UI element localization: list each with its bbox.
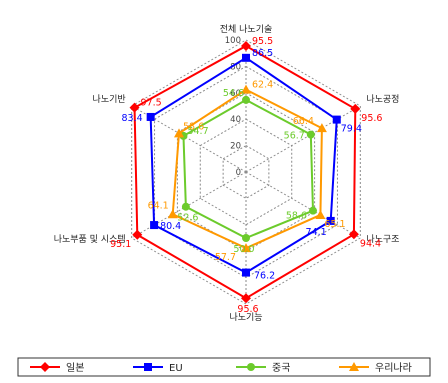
- legend: 일본 EU 중국 우리나라: [17, 357, 431, 377]
- value-label: 66.4: [293, 116, 314, 127]
- r-tick-label: 0: [236, 168, 241, 178]
- data-point: [241, 40, 251, 51]
- data-point: [308, 206, 317, 215]
- axis-title: 나노공정: [366, 94, 399, 105]
- value-label: 52.6: [177, 213, 198, 224]
- data-point: [247, 363, 255, 371]
- axis-title: 나노기능: [229, 312, 262, 323]
- legend-label: 일본: [66, 362, 84, 374]
- legend-label: EU: [169, 363, 183, 374]
- value-label: 64.1: [148, 200, 169, 211]
- legend-item-중국: 중국: [236, 362, 290, 374]
- data-point: [167, 209, 178, 219]
- data-point: [40, 362, 50, 372]
- data-point: [348, 229, 359, 240]
- legend-label: 우리나라: [375, 362, 412, 374]
- data-point: [181, 202, 190, 211]
- data-point: [350, 103, 361, 114]
- value-label: 95.6: [237, 304, 258, 315]
- value-label: 80.4: [160, 221, 181, 232]
- value-label: 97.5: [141, 98, 162, 109]
- data-point: [241, 243, 251, 253]
- data-point: [315, 209, 326, 219]
- data-point: [242, 268, 250, 277]
- value-label: 94.4: [360, 238, 381, 249]
- value-label: 54.6: [223, 88, 244, 99]
- axis-title: 나노구조: [366, 234, 399, 245]
- value-label: 79.4: [341, 124, 362, 135]
- grid-spoke: [245, 171, 361, 239]
- r-tick-label: 100: [225, 36, 241, 46]
- data-point: [150, 221, 159, 230]
- value-label: 95.5: [252, 36, 273, 47]
- legend-item-일본: 일본: [30, 362, 84, 374]
- value-label: 65.1: [324, 219, 345, 230]
- grid-spoke: [245, 105, 361, 173]
- r-tick-label: 80: [230, 62, 241, 72]
- data-point: [146, 112, 155, 121]
- data-point: [144, 363, 152, 371]
- data-point: [349, 362, 359, 371]
- legend-item-EU: EU: [133, 363, 183, 374]
- data-point: [306, 130, 315, 139]
- data-point: [242, 95, 250, 104]
- value-label: 83.4: [122, 113, 143, 124]
- r-tick-label: 20: [230, 142, 241, 152]
- radar-grid: 0 20 40 60 80 100: [131, 36, 361, 305]
- value-label: 86.5: [252, 48, 273, 59]
- value-label: 62.4: [252, 80, 273, 91]
- axis-title: 나노부품 및 시스템: [54, 233, 126, 245]
- axis-title: 전체 나노기술: [220, 24, 273, 35]
- value-label: 50.0: [233, 244, 254, 255]
- data-point: [242, 53, 250, 62]
- radar-series: [129, 40, 361, 304]
- value-label: 58.6: [183, 121, 204, 132]
- series-일본: [129, 40, 361, 304]
- data-point: [316, 123, 327, 133]
- r-tick-label: 40: [230, 115, 241, 125]
- legend-label: 중국: [272, 362, 290, 374]
- data-point: [132, 229, 143, 240]
- value-label: 54.7: [187, 126, 208, 137]
- value-label: 56.7: [284, 131, 305, 142]
- data-point: [129, 102, 140, 113]
- series-우리나라: [167, 84, 327, 253]
- value-label: 58.6: [286, 211, 307, 222]
- value-label: 74.1: [306, 227, 327, 238]
- data-point: [241, 293, 251, 304]
- value-label: 95.6: [361, 113, 382, 124]
- legend-box: [17, 357, 431, 377]
- data-point: [332, 115, 341, 124]
- data-point: [174, 128, 185, 138]
- data-point: [242, 234, 250, 242]
- legend-item-우리나라: 우리나라: [339, 362, 412, 374]
- data-point: [241, 84, 251, 94]
- value-label: 76.2: [254, 271, 275, 282]
- value-label: 57.7: [215, 252, 236, 263]
- series-EU: [146, 53, 341, 277]
- r-tick-label: 60: [230, 89, 241, 99]
- value-label: 95.1: [110, 239, 131, 250]
- axis-title: 나노기반: [93, 94, 126, 105]
- data-point: [326, 216, 335, 225]
